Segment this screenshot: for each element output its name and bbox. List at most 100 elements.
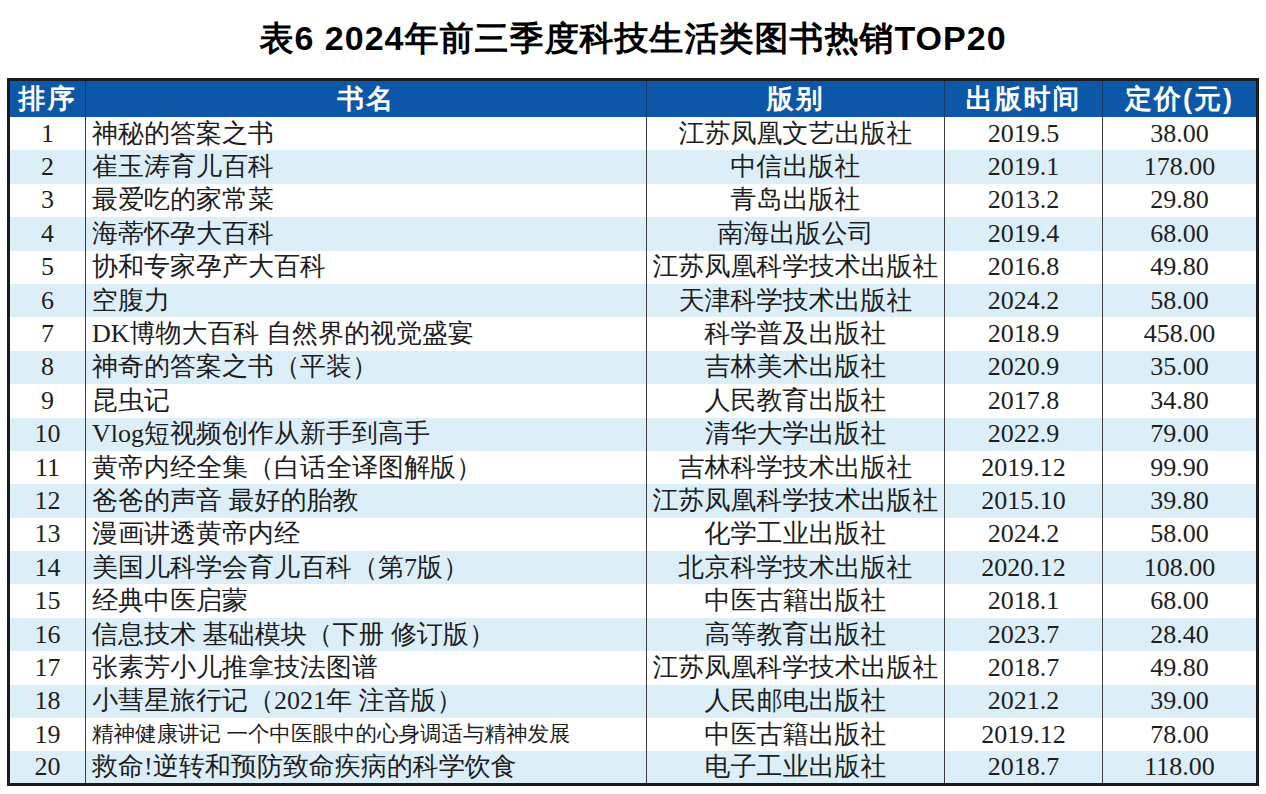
book-title-cell: 小彗星旅行记（2021年 注音版） bbox=[86, 685, 647, 718]
price-cell: 38.00 bbox=[1103, 117, 1258, 150]
table-row: 3最爱吃的家常菜青岛出版社2013.229.80 bbox=[9, 184, 1258, 217]
pub-date-cell: 2019.12 bbox=[945, 718, 1103, 751]
table-row: 11黄帝内经全集（白话全译图解版）吉林科学技术出版社2019.1299.90 bbox=[9, 451, 1258, 484]
table-row: 7DK博物大百科 自然界的视觉盛宴科学普及出版社2018.9458.00 bbox=[9, 317, 1258, 350]
rank-cell: 13 bbox=[9, 518, 86, 551]
book-title-cell: 黄帝内经全集（白话全译图解版） bbox=[86, 451, 647, 484]
publisher-cell: 吉林科学技术出版社 bbox=[647, 451, 945, 484]
pub-date-cell: 2016.8 bbox=[945, 251, 1103, 284]
pub-date-cell: 2023.7 bbox=[945, 618, 1103, 651]
header-cell-col-rank: 排序 bbox=[9, 80, 86, 118]
price-cell: 28.40 bbox=[1103, 618, 1258, 651]
book-title-cell: 爸爸的声音 最好的胎教 bbox=[86, 484, 647, 517]
table-row: 6空腹力天津科学技术出版社2024.258.00 bbox=[9, 284, 1258, 317]
book-title-cell: 海蒂怀孕大百科 bbox=[86, 217, 647, 250]
table-row: 15经典中医启蒙中医古籍出版社2018.168.00 bbox=[9, 584, 1258, 617]
table-row: 2崔玉涛育儿百科中信出版社2019.1178.00 bbox=[9, 150, 1258, 183]
rank-cell: 3 bbox=[9, 184, 86, 217]
rank-cell: 10 bbox=[9, 418, 86, 451]
page-title: 表6 2024年前三季度科技生活类图书热销TOP20 bbox=[0, 0, 1266, 62]
pub-date-cell: 2019.5 bbox=[945, 117, 1103, 150]
rank-cell: 4 bbox=[9, 217, 86, 250]
pub-date-cell: 2020.9 bbox=[945, 351, 1103, 384]
price-cell: 29.80 bbox=[1103, 184, 1258, 217]
price-cell: 39.80 bbox=[1103, 484, 1258, 517]
rank-cell: 2 bbox=[9, 150, 86, 183]
book-title-cell: 经典中医启蒙 bbox=[86, 584, 647, 617]
pub-date-cell: 2015.10 bbox=[945, 484, 1103, 517]
price-cell: 458.00 bbox=[1103, 317, 1258, 350]
pub-date-cell: 2019.1 bbox=[945, 150, 1103, 183]
publisher-cell: 中医古籍出版社 bbox=[647, 584, 945, 617]
publisher-cell: 化学工业出版社 bbox=[647, 518, 945, 551]
rank-cell: 19 bbox=[9, 718, 86, 751]
rank-cell: 6 bbox=[9, 284, 86, 317]
price-cell: 49.80 bbox=[1103, 251, 1258, 284]
publisher-cell: 北京科学技术出版社 bbox=[647, 551, 945, 584]
price-cell: 58.00 bbox=[1103, 284, 1258, 317]
price-cell: 79.00 bbox=[1103, 418, 1258, 451]
price-cell: 49.80 bbox=[1103, 651, 1258, 684]
table-row: 14美国儿科学会育儿百科（第7版）北京科学技术出版社2020.12108.00 bbox=[9, 551, 1258, 584]
rank-cell: 9 bbox=[9, 384, 86, 417]
price-cell: 58.00 bbox=[1103, 518, 1258, 551]
pub-date-cell: 2018.1 bbox=[945, 584, 1103, 617]
table-row: 18小彗星旅行记（2021年 注音版）人民邮电出版社2021.239.00 bbox=[9, 685, 1258, 718]
book-title-cell: 精神健康讲记 一个中医眼中的心身调适与精神发展 bbox=[86, 718, 647, 751]
publisher-cell: 中医古籍出版社 bbox=[647, 718, 945, 751]
table-row: 19精神健康讲记 一个中医眼中的心身调适与精神发展中医古籍出版社2019.127… bbox=[9, 718, 1258, 751]
bestseller-table: 排序书名版别出版时间定价(元) 1神秘的答案之书江苏凤凰文艺出版社2019.53… bbox=[7, 78, 1259, 786]
publisher-cell: 人民邮电出版社 bbox=[647, 685, 945, 718]
pub-date-cell: 2024.2 bbox=[945, 518, 1103, 551]
publisher-cell: 江苏凤凰文艺出版社 bbox=[647, 117, 945, 150]
pub-date-cell: 2018.7 bbox=[945, 751, 1103, 784]
price-cell: 35.00 bbox=[1103, 351, 1258, 384]
publisher-cell: 江苏凤凰科学技术出版社 bbox=[647, 484, 945, 517]
rank-cell: 16 bbox=[9, 618, 86, 651]
rank-cell: 20 bbox=[9, 751, 86, 784]
rank-cell: 7 bbox=[9, 317, 86, 350]
price-cell: 99.90 bbox=[1103, 451, 1258, 484]
table-row: 1神秘的答案之书江苏凤凰文艺出版社2019.538.00 bbox=[9, 117, 1258, 150]
table-body: 1神秘的答案之书江苏凤凰文艺出版社2019.538.002崔玉涛育儿百科中信出版… bbox=[9, 117, 1258, 785]
book-title-cell: 张素芳小儿推拿技法图谱 bbox=[86, 651, 647, 684]
pub-date-cell: 2018.9 bbox=[945, 317, 1103, 350]
table-row: 17张素芳小儿推拿技法图谱江苏凤凰科学技术出版社2018.749.80 bbox=[9, 651, 1258, 684]
book-title-cell: 协和专家孕产大百科 bbox=[86, 251, 647, 284]
header-cell-col-pub-date: 出版时间 bbox=[945, 80, 1103, 118]
pub-date-cell: 2022.9 bbox=[945, 418, 1103, 451]
publisher-cell: 高等教育出版社 bbox=[647, 618, 945, 651]
price-cell: 108.00 bbox=[1103, 551, 1258, 584]
table-row: 10Vlog短视频创作从新手到高手清华大学出版社2022.979.00 bbox=[9, 418, 1258, 451]
publisher-cell: 江苏凤凰科学技术出版社 bbox=[647, 251, 945, 284]
publisher-cell: 南海出版公司 bbox=[647, 217, 945, 250]
publisher-cell: 吉林美术出版社 bbox=[647, 351, 945, 384]
book-title-cell: 漫画讲透黄帝内经 bbox=[86, 518, 647, 551]
rank-cell: 8 bbox=[9, 351, 86, 384]
table-header: 排序书名版别出版时间定价(元) bbox=[9, 80, 1258, 118]
book-title-cell: 昆虫记 bbox=[86, 384, 647, 417]
rank-cell: 5 bbox=[9, 251, 86, 284]
pub-date-cell: 2024.2 bbox=[945, 284, 1103, 317]
publisher-cell: 青岛出版社 bbox=[647, 184, 945, 217]
price-cell: 118.00 bbox=[1103, 751, 1258, 784]
book-title-cell: 空腹力 bbox=[86, 284, 647, 317]
pub-date-cell: 2019.4 bbox=[945, 217, 1103, 250]
publisher-cell: 中信出版社 bbox=[647, 150, 945, 183]
rank-cell: 12 bbox=[9, 484, 86, 517]
table-header-row: 排序书名版别出版时间定价(元) bbox=[9, 80, 1258, 118]
book-title-cell: 神奇的答案之书（平装） bbox=[86, 351, 647, 384]
publisher-cell: 清华大学出版社 bbox=[647, 418, 945, 451]
table-row: 16信息技术 基础模块（下册 修订版）高等教育出版社2023.728.40 bbox=[9, 618, 1258, 651]
publisher-cell: 电子工业出版社 bbox=[647, 751, 945, 784]
rank-cell: 18 bbox=[9, 685, 86, 718]
pub-date-cell: 2013.2 bbox=[945, 184, 1103, 217]
pub-date-cell: 2019.12 bbox=[945, 451, 1103, 484]
rank-cell: 14 bbox=[9, 551, 86, 584]
book-title-cell: 美国儿科学会育儿百科（第7版） bbox=[86, 551, 647, 584]
price-cell: 68.00 bbox=[1103, 584, 1258, 617]
book-title-cell: 神秘的答案之书 bbox=[86, 117, 647, 150]
table-row: 9昆虫记人民教育出版社2017.834.80 bbox=[9, 384, 1258, 417]
rank-cell: 17 bbox=[9, 651, 86, 684]
price-cell: 78.00 bbox=[1103, 718, 1258, 751]
